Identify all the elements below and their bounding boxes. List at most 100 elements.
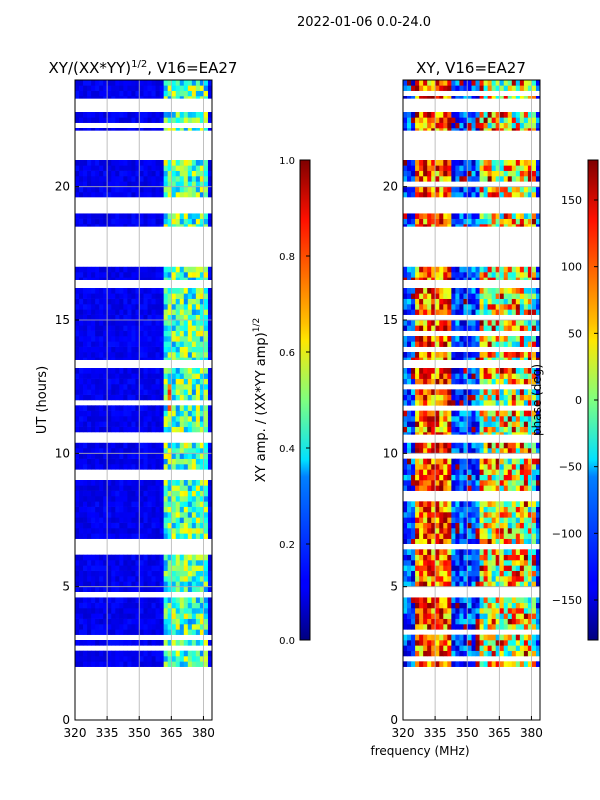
heatmap-cell: [407, 624, 412, 630]
heatmap-cell: [75, 581, 80, 587]
heatmap-cell: [167, 186, 173, 193]
heatmap-cell: [167, 394, 173, 401]
heatmap-cell: [459, 618, 464, 625]
heatmap-cell: [143, 485, 148, 491]
heatmap-cell: [463, 560, 468, 566]
heatmap-cell: [91, 186, 96, 193]
heatmap-cell: [159, 309, 165, 315]
heatmap-cell: [459, 341, 464, 347]
heatmap-cell: [419, 602, 424, 609]
heatmap-cell: [187, 613, 193, 619]
heatmap-cell: [467, 458, 472, 465]
heatmap-cell: [159, 272, 165, 278]
heatmap-cell: [479, 298, 484, 305]
heatmap-cell: [407, 368, 412, 374]
heatmap-cell: [115, 426, 120, 433]
heatmap-cell: [91, 613, 96, 619]
heatmap-cell: [127, 378, 132, 385]
heatmap-cell: [159, 506, 165, 513]
heatmap-cell: [199, 378, 205, 385]
heatmap-cell: [163, 325, 169, 331]
heatmap-cell: [511, 389, 517, 395]
heatmap-cell: [139, 352, 144, 358]
heatmap-cell: [139, 517, 144, 523]
heatmap-cell: [443, 186, 448, 193]
heatmap-cell: [123, 186, 128, 193]
heatmap-cell: [203, 293, 209, 299]
heatmap-cell: [487, 341, 493, 347]
heatmap-cell: [535, 560, 541, 566]
heatmap-cell: [131, 160, 136, 166]
heatmap-cell: [99, 602, 104, 609]
heatmap-cell: [415, 272, 420, 278]
heatmap-cell: [459, 426, 464, 433]
heatmap-cell: [147, 485, 152, 491]
heatmap-cell: [199, 160, 205, 166]
heatmap-cell: [171, 181, 177, 187]
heatmap-cell: [471, 560, 476, 566]
heatmap-cell: [179, 394, 185, 401]
heatmap-cell: [131, 565, 136, 571]
heatmap-cell: [191, 640, 197, 646]
heatmap-cell: [183, 90, 189, 97]
heatmap-cell: [99, 512, 104, 518]
heatmap-cell: [527, 554, 533, 561]
heatmap-cell: [131, 298, 136, 305]
heatmap-cell: [519, 421, 525, 427]
heatmap-cell: [431, 538, 436, 545]
heatmap-cell: [523, 266, 529, 273]
heatmap-cell: [107, 368, 112, 374]
heatmap-cell: [499, 421, 505, 427]
heatmap-cell: [79, 608, 84, 614]
heatmap-cell: [411, 336, 416, 342]
heatmap-cell: [415, 576, 420, 582]
heatmap-cell: [143, 410, 148, 417]
heatmap-cell: [187, 165, 193, 171]
heatmap-cell: [523, 480, 529, 486]
heatmap-cell: [511, 634, 517, 641]
heatmap-cell: [199, 565, 205, 571]
heatmap-cell: [127, 501, 132, 507]
heatmap-cell: [207, 170, 213, 177]
heatmap-cell: [183, 501, 189, 507]
heatmap-cell: [499, 645, 505, 651]
heatmap-cell: [531, 266, 537, 273]
heatmap-cell: [463, 421, 468, 427]
heatmap-cell: [535, 570, 541, 577]
heatmap-cell: [427, 352, 432, 358]
heatmap-cell: [99, 650, 104, 657]
heatmap-cell: [195, 160, 201, 166]
heatmap-cell: [423, 560, 428, 566]
heatmap-cell: [483, 581, 489, 587]
heatmap-cell: [159, 304, 165, 310]
heatmap-cell: [191, 325, 197, 331]
heatmap-cell: [483, 336, 489, 342]
heatmap-cell: [83, 640, 88, 646]
heatmap-cell: [507, 554, 513, 561]
heatmap-cell: [511, 624, 517, 630]
heatmap-cell: [523, 293, 529, 299]
heatmap-cell: [503, 309, 509, 315]
heatmap-cell: [87, 352, 92, 358]
heatmap-cell: [107, 405, 112, 411]
heatmap-cell: [495, 298, 501, 305]
heatmap-cell: [463, 170, 468, 177]
heatmap-cell: [447, 538, 452, 545]
heatmap-cell: [143, 384, 148, 390]
heatmap-cell: [207, 522, 213, 529]
heatmap-cell: [511, 661, 517, 667]
heatmap-cell: [199, 288, 205, 294]
heatmap-cell: [167, 517, 173, 523]
heatmap-cell: [95, 112, 100, 118]
heatmap-cell: [143, 421, 148, 427]
heatmap-cell: [115, 522, 120, 529]
heatmap-cell: [495, 213, 501, 219]
heatmap-cell: [143, 490, 148, 497]
heatmap-cell: [75, 602, 80, 609]
heatmap-cell: [147, 512, 152, 518]
heatmap-cell: [83, 442, 88, 449]
heatmap-cell: [107, 352, 112, 358]
heatmap-cell: [183, 218, 189, 225]
heatmap-cell: [167, 325, 173, 331]
heatmap-cell: [459, 389, 464, 395]
